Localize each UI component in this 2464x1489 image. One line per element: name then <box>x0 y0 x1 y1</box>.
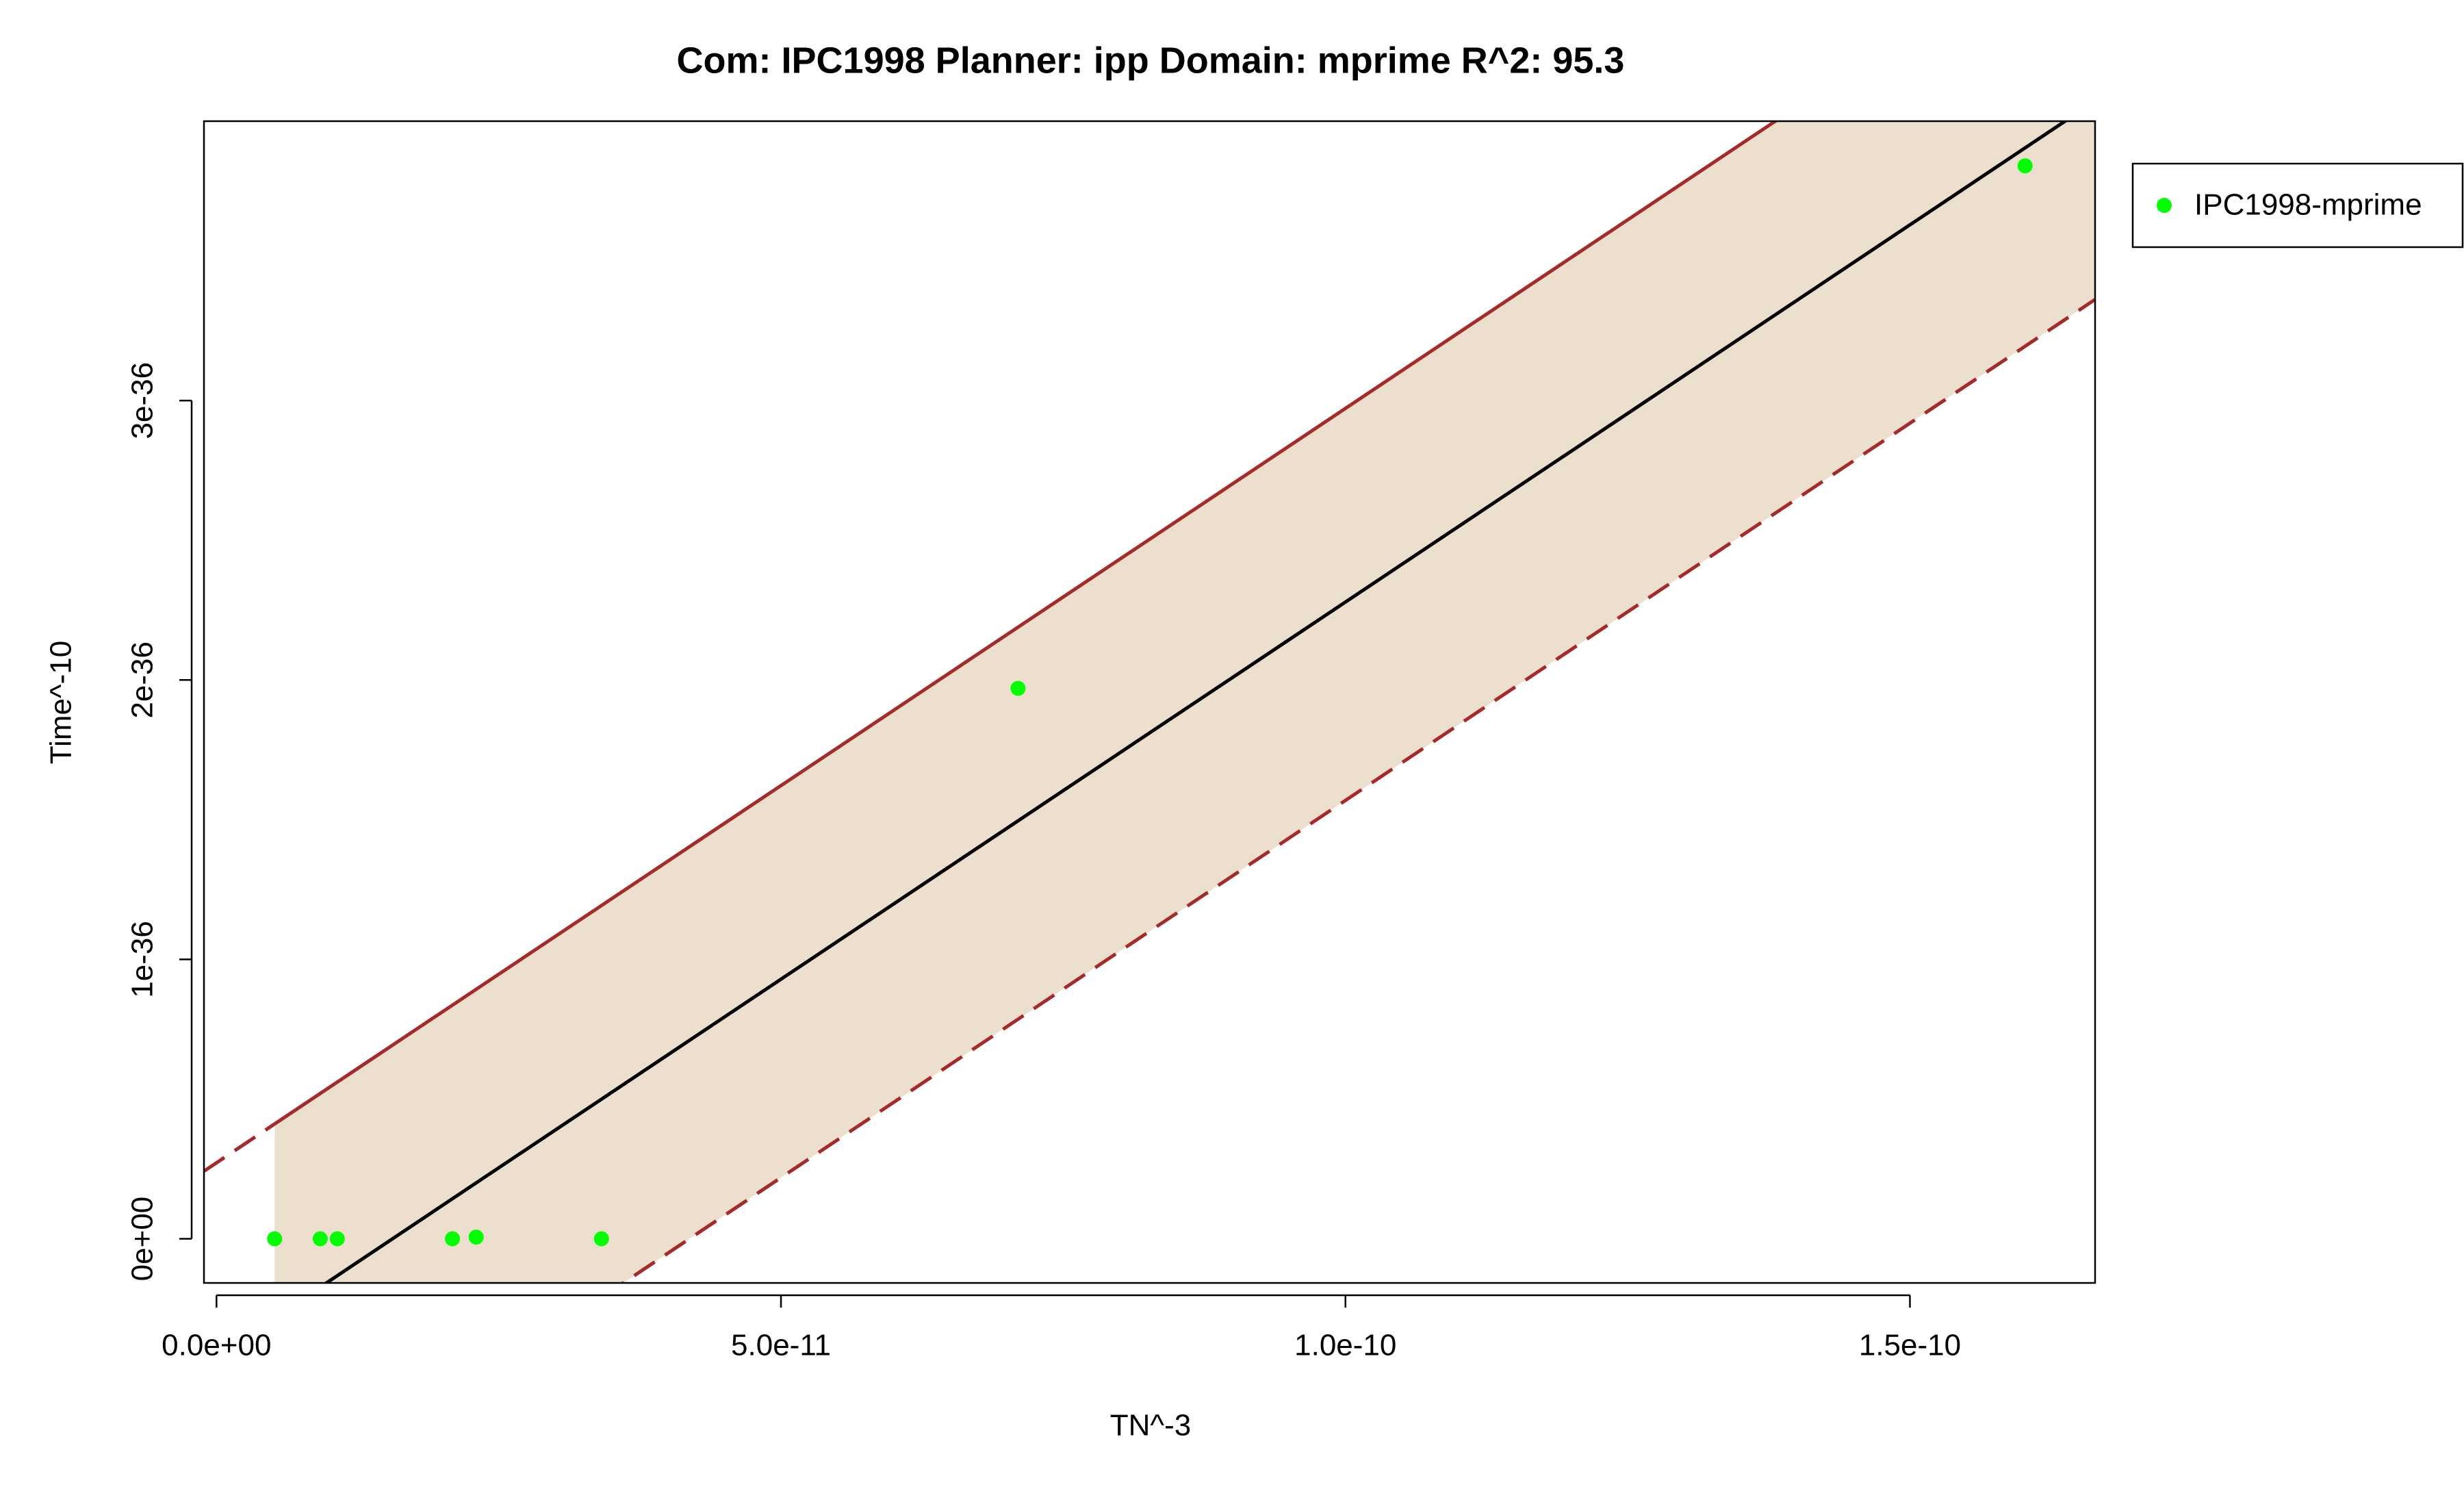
x-axis-label: TN^-3 <box>1110 1409 1191 1442</box>
point <box>267 1231 283 1247</box>
lower-bound <box>620 298 2095 1283</box>
legend-marker <box>2157 198 2172 213</box>
y-tick-label: 0e+00 <box>126 1197 159 1282</box>
chart-title: Com: IPC1998 Planner: ipp Domain: mprime… <box>677 40 1625 81</box>
y-tick-label: 3e-36 <box>126 362 159 440</box>
x-tick-label: 5.0e-11 <box>731 1329 831 1362</box>
fit-line <box>323 121 2068 1283</box>
legend-label: IPC1998-mprime <box>2194 188 2422 222</box>
point <box>329 1231 345 1247</box>
plot-frame <box>203 120 2096 1284</box>
upper-bound <box>204 1122 276 1173</box>
y-tick-label: 2e-36 <box>126 641 159 719</box>
x-tick-label: 1.0e-10 <box>1294 1329 1396 1362</box>
plot-area <box>204 121 2095 1283</box>
point <box>2017 158 2033 174</box>
x-tick-label: 0.0e+00 <box>162 1329 271 1362</box>
point <box>593 1231 609 1247</box>
point <box>1010 680 1026 696</box>
upper-bound <box>273 121 1779 1125</box>
prediction-band <box>274 121 2095 1283</box>
y-axis-label: Time^-10 <box>44 641 78 764</box>
point <box>445 1231 461 1247</box>
legend-box <box>2131 162 2464 249</box>
point <box>312 1231 328 1247</box>
point <box>468 1230 484 1245</box>
y-tick-label: 1e-36 <box>126 921 159 998</box>
x-tick-label: 1.5e-10 <box>1859 1329 1961 1362</box>
